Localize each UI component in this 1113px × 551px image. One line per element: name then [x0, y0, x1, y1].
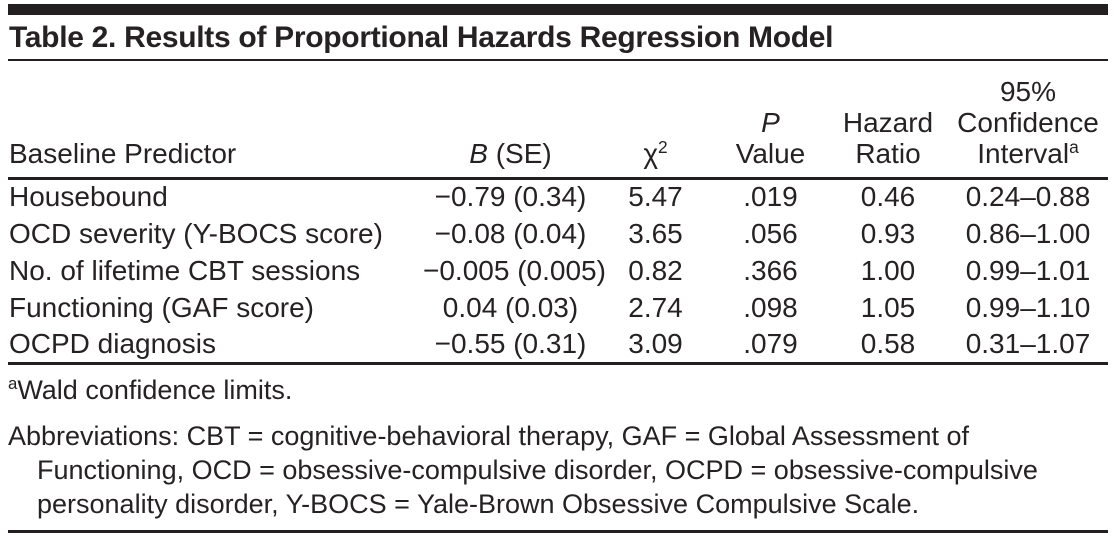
cell-ci: 0.86–1.00: [965, 217, 1091, 249]
cell-p-value: .079: [713, 326, 828, 365]
cell-chi-square: 5.47: [628, 181, 683, 213]
cell-b-se: 0.04 (0.03): [442, 291, 579, 323]
table-header: Baseline Predictor B (SE) χ2 P Value Haz…: [8, 61, 1108, 180]
cell-b-se: −0.79 (0.34): [434, 181, 587, 213]
cell-predictor: No. of lifetime CBT sessions: [9, 254, 361, 286]
header-confidence-interval: 95% Confidence Intervala: [948, 61, 1108, 180]
table-row: No. of lifetime CBT sessions −0.005 (0.0…: [8, 252, 1108, 289]
cell-chi-square: 0.82: [628, 254, 683, 286]
cell-b-se: −0.08 (0.04): [434, 217, 587, 249]
table-body: Housebound −0.79 (0.34) 5.47 .019 0.46 0…: [8, 178, 1108, 365]
abbreviations-line: Abbreviations: CBT = cognitive-behaviora…: [8, 420, 969, 451]
cell-chi-square: 3.65: [628, 217, 683, 249]
cell-p-value: .366: [743, 254, 798, 286]
cell-hazard-ratio: 0.93: [860, 217, 916, 249]
cell-chi-square: 3.09: [598, 326, 713, 365]
cell-hazard-ratio: 0.46: [860, 181, 916, 213]
header-hazard-ratio: Hazard Ratio: [828, 61, 948, 180]
cell-predictor: Functioning (GAF score): [9, 291, 314, 323]
header-row: Baseline Predictor B (SE) χ2 P Value Haz…: [8, 61, 1108, 180]
footnote-a: aWald confidence limits.: [8, 374, 293, 405]
bottom-rule-bar: [8, 529, 1108, 533]
abbreviations-line: personality disorder, Y-BOCS = Yale-Brow…: [37, 488, 920, 519]
header-baseline-predictor: Baseline Predictor: [8, 61, 423, 180]
cell-ci: 0.99–1.10: [965, 291, 1091, 323]
cell-p-value: .098: [743, 291, 798, 323]
cell-predictor: OCPD diagnosis: [8, 326, 423, 365]
table-row: Functioning (GAF score) 0.04 (0.03) 2.74…: [8, 289, 1108, 326]
header-b-se: B (SE): [423, 61, 598, 180]
cell-predictor: Housebound: [9, 181, 168, 213]
cell-ci: 0.24–0.88: [965, 181, 1091, 213]
table-row: Housebound −0.79 (0.34) 5.47 .019 0.46 0…: [8, 178, 1108, 215]
cell-ci: 0.31–1.07: [948, 326, 1108, 365]
table-row: OCPD diagnosis −0.55 (0.31) 3.09 .079 0.…: [8, 326, 1108, 365]
cell-chi-square: 2.74: [628, 291, 683, 323]
cell-predictor: OCD severity (Y-BOCS score): [9, 217, 383, 249]
top-rule-bar: [8, 4, 1108, 15]
table-row: OCD severity (Y-BOCS score) −0.08 (0.04)…: [8, 215, 1108, 252]
cell-b-se: −0.55 (0.31): [423, 326, 598, 365]
cell-hazard-ratio: 1.00: [860, 254, 916, 286]
table-footnotes: aWald confidence limits. Abbreviations: …: [8, 365, 1108, 521]
abbreviations-line: Functioning, OCD = obsessive-compulsive …: [37, 454, 1038, 485]
abbreviations-note: Abbreviations: CBT = cognitive-behaviora…: [8, 419, 1108, 521]
header-p-value: P Value: [713, 61, 828, 180]
regression-results-table: Baseline Predictor B (SE) χ2 P Value Haz…: [8, 61, 1108, 365]
cell-b-se: −0.005 (0.005): [423, 254, 606, 286]
table-title: Table 2. Results of Proportional Hazards…: [8, 15, 1108, 61]
cell-ci: 0.99–1.01: [965, 254, 1091, 286]
cell-p-value: .056: [743, 217, 798, 249]
header-chi-square: χ2: [598, 61, 713, 180]
cell-p-value: .019: [743, 181, 798, 213]
cell-hazard-ratio: 0.58: [828, 326, 948, 365]
cell-hazard-ratio: 1.05: [860, 291, 916, 323]
